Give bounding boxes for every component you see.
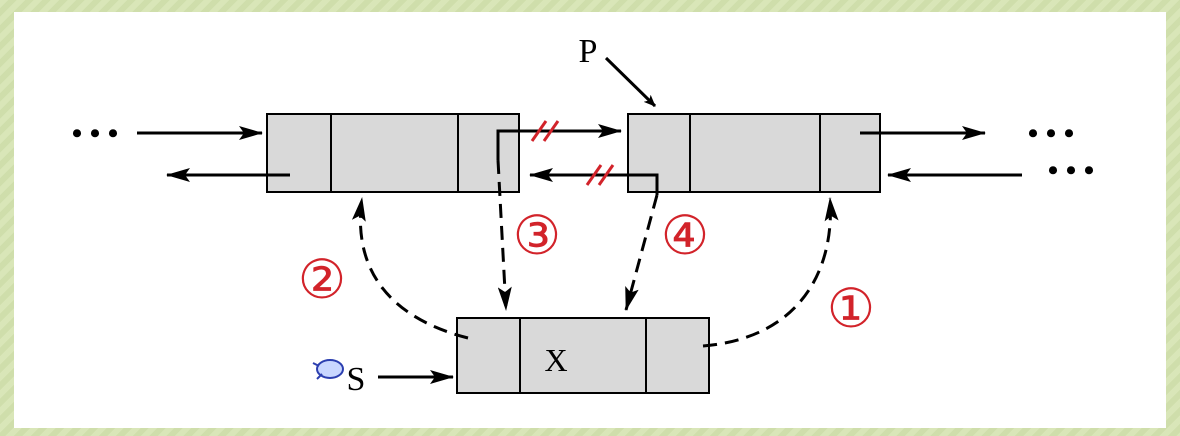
step-1-arrow [702,197,839,348]
step-4-arrow [624,194,659,311]
new-node-value: X [544,342,567,378]
right-top-ellipsis: • • • [1028,117,1075,150]
step-1-label: ① [827,279,875,339]
new-node [456,317,710,394]
pointer-p-arrow [604,56,657,108]
old-prev-link [529,168,659,195]
pointer-s-label: S [347,361,366,398]
step-4-label: ④ [661,206,709,266]
pointer-p-label: P [579,33,598,70]
left-ellipsis: • • • [72,117,119,150]
right-bottom-ellipsis: • • • [1048,154,1095,187]
step-2-arrow [351,197,469,340]
old-next-link [496,124,622,160]
step-3-label: ③ [513,206,561,266]
step-3-arrow [496,159,512,311]
left-node [266,113,520,193]
step-2-label: ② [298,250,346,310]
next-link-break-mark [530,120,560,142]
right-node [627,113,881,193]
prev-link-break-mark [585,164,615,186]
hand-pointer-icon [312,359,344,380]
